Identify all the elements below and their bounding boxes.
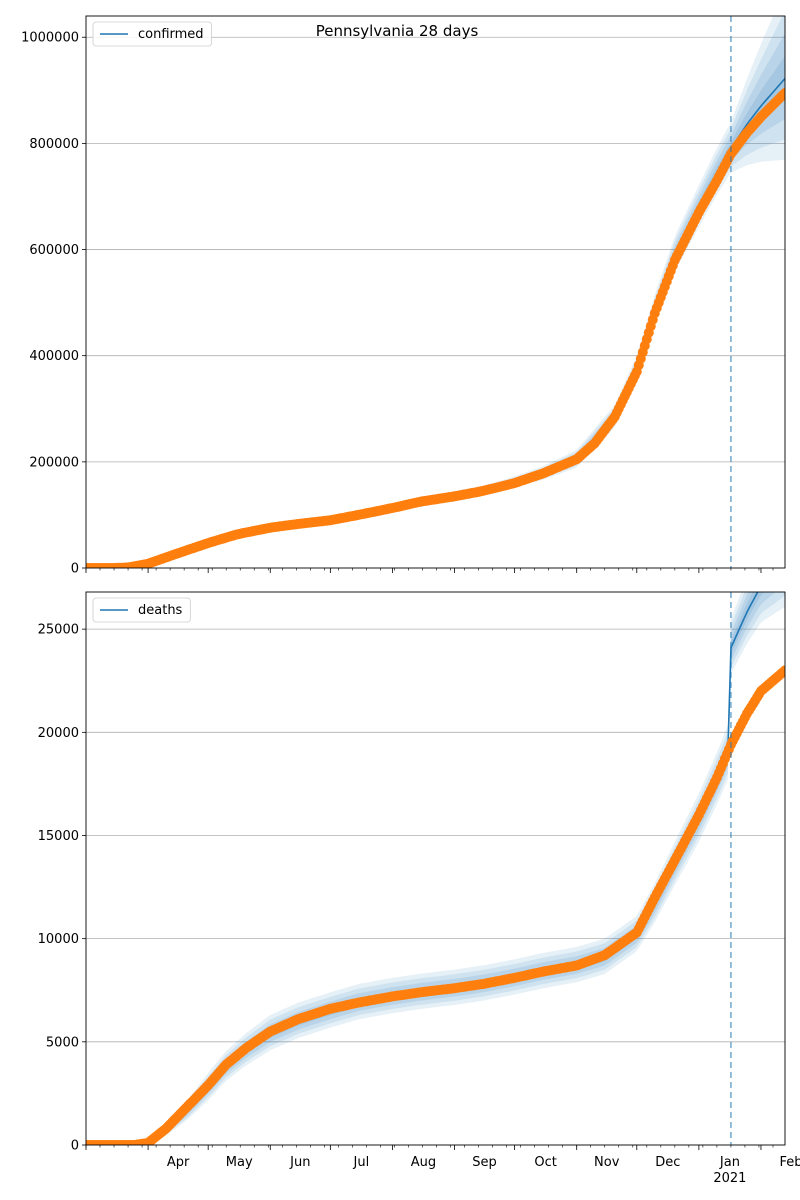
axes-frame (85, 15, 786, 569)
y-tick-label: 0 (71, 1139, 79, 1154)
uncertainty-band (86, 16, 785, 568)
y-tick-label: 200000 (29, 455, 79, 470)
x-year-label: 2021 (713, 1171, 746, 1186)
x-tick-label: Apr (167, 1155, 190, 1170)
y-tick-label: 5000 (46, 1035, 79, 1050)
confirmed-panel: 0 200000 400000 600000 800000 1000000 confirme… (21, 15, 786, 577)
y-tick-label: 20000 (38, 726, 79, 741)
y-tick-label: 15000 (38, 829, 79, 844)
deaths-legend: deaths (92, 597, 191, 623)
x-tick-label: Jul (353, 1155, 370, 1170)
y-tick-label: 1000000 (21, 31, 79, 46)
legend-label: confirmed (138, 27, 204, 42)
legend-box (92, 597, 191, 623)
y-tick-label: 400000 (29, 349, 79, 364)
uncertainty-band (86, 55, 785, 568)
axes-frame (85, 591, 786, 1146)
deaths-panel: 0 5000 10000 15000 20000 25000 Apr May Jun Jul Aug… (38, 591, 800, 1186)
x-tick-label: Feb (779, 1155, 800, 1170)
x-tick-label: Aug (411, 1155, 436, 1170)
legend-label: deaths (138, 603, 183, 618)
figure-title: Pennsylvania 28 days (316, 22, 479, 40)
y-tick-label: 800000 (29, 137, 79, 152)
x-tick-label: May (226, 1155, 253, 1170)
y-tick-label: 10000 (38, 932, 79, 947)
x-tick-label: Nov (594, 1155, 620, 1170)
uncertainty-band (86, 33, 785, 568)
x-tick-label: Oct (534, 1155, 556, 1170)
y-tick-label: 25000 (38, 623, 79, 638)
legend-box (92, 21, 212, 47)
y-tick-label: 0 (71, 562, 79, 577)
x-tick-label: Jun (289, 1155, 310, 1170)
deaths-observed-point (780, 665, 785, 676)
uncertainty-band (86, 16, 785, 568)
y-tick-label: 600000 (29, 243, 79, 258)
uncertainty-band (86, 592, 785, 1145)
confirmed-observed-point (780, 88, 785, 98)
x-tick-label: Jan (719, 1155, 740, 1170)
confirmed-legend: confirmed (92, 21, 212, 47)
x-tick-label: Dec (655, 1155, 680, 1170)
x-tick-label: Sep (472, 1155, 497, 1170)
